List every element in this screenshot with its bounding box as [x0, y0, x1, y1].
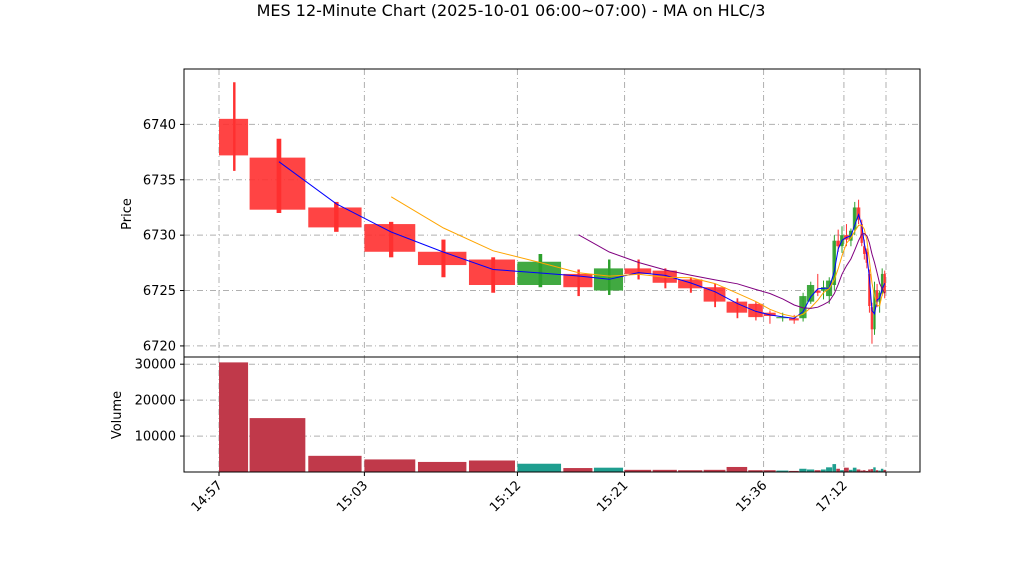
volume-bar	[843, 467, 849, 472]
volume-bar	[652, 469, 677, 472]
volume-bar	[703, 469, 726, 472]
price-tick-label: 6730	[143, 229, 176, 244]
moving-average-lines	[278, 161, 886, 319]
volume-bar	[789, 470, 799, 472]
volume-bar	[364, 459, 416, 472]
ma-slow-line	[578, 233, 886, 309]
volume-axis-label: Volume	[110, 391, 125, 439]
candle-body	[799, 296, 807, 319]
candle-body	[563, 273, 593, 288]
candle-body	[776, 317, 789, 319]
volume-tick-label: 20000	[135, 394, 176, 409]
candle-body	[703, 287, 726, 302]
price-tick-label: 6725	[143, 284, 176, 299]
candle-body	[748, 303, 763, 318]
volume-axis: 10000 20000 30000	[135, 358, 184, 445]
candle-body	[624, 268, 652, 274]
volume-bar	[776, 470, 789, 472]
volume-bar	[624, 469, 652, 472]
volume-bar	[860, 470, 863, 472]
candle-body	[820, 287, 826, 291]
volume-bar	[826, 467, 833, 472]
ma-mid-line	[390, 196, 886, 318]
volume-bar	[468, 460, 516, 472]
candle-body	[868, 273, 871, 307]
candle-body	[219, 118, 249, 156]
volume-bar	[563, 468, 593, 472]
candle-body	[417, 251, 467, 266]
volume-bar	[748, 470, 763, 472]
volume-bar	[883, 469, 886, 472]
candle-body	[880, 273, 884, 293]
ma-fast-line	[278, 161, 886, 319]
candle-body	[308, 207, 362, 228]
volume-bar	[678, 470, 703, 472]
candle-body	[806, 285, 815, 302]
volume-bar	[806, 469, 815, 472]
volume-bar	[593, 467, 624, 472]
volume-bar	[875, 470, 879, 472]
volume-tick-label: 10000	[135, 430, 176, 445]
volume-bar	[832, 464, 837, 472]
volume-bar	[880, 468, 884, 472]
price-axis: 6720 6725 6730 6735 6740	[143, 118, 184, 354]
volume-bar	[865, 470, 869, 472]
candle-body	[652, 270, 677, 283]
volume-bar	[820, 469, 826, 472]
volume-bars	[219, 362, 886, 472]
volume-bar	[814, 470, 821, 472]
volume-bar	[870, 469, 874, 472]
candle-body	[814, 290, 821, 293]
volume-bar	[849, 469, 853, 472]
candle-body	[249, 157, 306, 210]
chart-title: MES 12-Minute Chart (2025-10-01 06:00~07…	[257, 1, 766, 20]
volume-bar	[852, 467, 857, 472]
volume-bar	[308, 455, 362, 472]
volume-bar	[878, 470, 881, 472]
volume-tick-label: 30000	[135, 358, 176, 373]
candle-body	[836, 240, 840, 247]
volume-bar	[517, 463, 562, 472]
volume-bar	[836, 468, 840, 472]
volume-panel-frame	[183, 356, 921, 473]
price-candles	[219, 82, 886, 344]
candle-body	[678, 279, 703, 289]
candle-body	[870, 307, 874, 330]
volume-bar	[219, 362, 249, 472]
price-tick-label: 6740	[143, 118, 176, 133]
volume-bar	[873, 467, 876, 472]
price-tick-label: 6735	[143, 173, 176, 188]
volume-bar	[763, 470, 776, 472]
price-panel-grid	[184, 69, 920, 357]
candle-body	[852, 207, 857, 230]
candle-body	[873, 290, 876, 330]
candle-body	[856, 207, 861, 220]
volume-bar	[856, 469, 861, 472]
candle-body	[789, 318, 799, 321]
candle-body	[726, 301, 748, 313]
volume-bar	[726, 466, 748, 472]
candle-body	[863, 246, 866, 254]
volume-bar	[249, 418, 306, 472]
volume-bar	[863, 470, 866, 472]
candle-body	[860, 224, 863, 243]
price-axis-label: Price	[120, 198, 135, 230]
candle-body	[832, 240, 837, 285]
volume-bar	[799, 468, 807, 472]
volume-bar	[417, 461, 467, 472]
candle-body	[875, 290, 879, 302]
price-tick-label: 6720	[143, 339, 176, 354]
volume-bar	[868, 469, 871, 472]
volume-bar	[840, 470, 844, 472]
